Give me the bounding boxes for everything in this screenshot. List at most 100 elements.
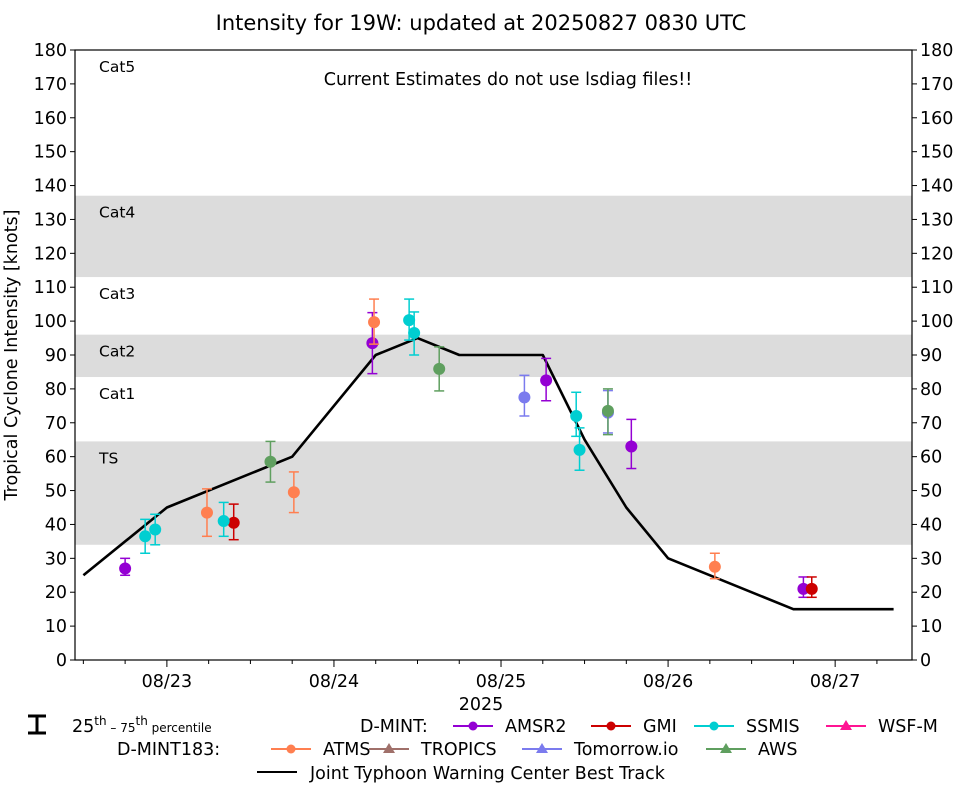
- y-tick-label-right: 10: [920, 617, 942, 637]
- point-amsr2: [540, 357, 553, 402]
- y-tick-label: 120: [34, 244, 67, 264]
- point-aws: [601, 388, 614, 436]
- band-label-cat4: Cat4: [99, 204, 135, 222]
- marker: [797, 582, 810, 595]
- y-tick-label: 80: [45, 380, 67, 400]
- legend-entry-ssmis: SSMIS: [694, 717, 800, 737]
- point-ssmis: [217, 501, 230, 538]
- legend-label: ATMS: [323, 740, 371, 760]
- y-tick-label-right: 40: [920, 515, 942, 535]
- point-gmi: [227, 503, 240, 541]
- x-tick-label: 08/24: [309, 672, 359, 692]
- point-amsr2: [119, 557, 132, 577]
- y-axis-right: 0 10 20 30 40 50 60 70 80 90 100 110 120 130 140 150 160…: [912, 41, 953, 671]
- legend-entry-gmi: GMI: [591, 717, 677, 737]
- legend-triangle-icon: [840, 720, 852, 730]
- point-atms: [708, 552, 721, 580]
- marker: [149, 523, 162, 536]
- marker: [570, 410, 583, 422]
- y-tick-label: 90: [45, 346, 67, 366]
- legend-best-track-label: Joint Typhoon Warning Center Best Track: [309, 764, 666, 784]
- legend-triangle-icon: [383, 743, 395, 753]
- band-label-cat1: Cat1: [99, 385, 135, 403]
- marker: [408, 326, 421, 339]
- y-tick-label: 10: [45, 617, 67, 637]
- legend-triangle-icon: [720, 743, 732, 753]
- x-tick-label: 08/23: [142, 672, 192, 692]
- point-amsr2: [625, 418, 638, 470]
- y-tick-label: 70: [45, 414, 67, 434]
- point-ssmis: [408, 311, 421, 356]
- marker: [366, 337, 379, 350]
- y-tick-label-right: 160: [920, 109, 953, 129]
- marker: [540, 374, 553, 387]
- marker: [518, 391, 531, 404]
- legend-label: TROPICS: [420, 740, 497, 760]
- y-tick-label: 20: [45, 583, 67, 603]
- band-label-cat2: Cat2: [99, 343, 135, 361]
- y-tick-label: 30: [45, 549, 67, 569]
- y-tick-label: 40: [45, 515, 67, 535]
- y-tick-label: 150: [34, 143, 67, 163]
- marker: [573, 443, 586, 456]
- x-tick-label: 08/27: [810, 672, 860, 692]
- legend-label: Tomorrow.io: [573, 740, 678, 760]
- y-tick-label: 50: [45, 482, 67, 502]
- y-tick-label: 160: [34, 109, 67, 129]
- y-tick-label-right: 130: [920, 210, 953, 230]
- legend-entry-amsr2: AMSR2: [453, 717, 566, 737]
- chart-title: Intensity for 19W: updated at 20250827 0…: [216, 11, 747, 35]
- legend-label: GMI: [643, 717, 677, 737]
- marker: [368, 316, 381, 329]
- y-tick-label-right: 170: [920, 75, 953, 95]
- legend-entry-tropics: TROPICS: [369, 740, 497, 760]
- legend-group-dmint183: D-MINT183:: [117, 740, 220, 760]
- point-atms: [200, 488, 213, 538]
- legend-label: AWS: [758, 740, 797, 760]
- legend-circle-icon: [709, 721, 719, 731]
- y-tick-label: 60: [45, 448, 67, 468]
- y-tick-label: 0: [56, 651, 67, 671]
- marker: [625, 440, 638, 453]
- x-axis-label: 2025: [459, 695, 504, 715]
- legend-circle-icon: [468, 721, 478, 731]
- band-label-cat5: Cat5: [99, 58, 135, 76]
- y-tick-label-right: 140: [920, 177, 953, 197]
- y-tick-label-right: 90: [920, 346, 942, 366]
- legend-entry-atms: ATMS: [271, 740, 371, 760]
- x-tick-label: 08/25: [476, 672, 526, 692]
- legend-label: WSF-M: [878, 717, 938, 737]
- legend-percentile-label: 25th – 75th percentile: [72, 714, 212, 737]
- legend-circle-icon: [606, 721, 616, 731]
- y-tick-label-right: 120: [920, 244, 953, 264]
- marker: [139, 530, 152, 543]
- legend-entry-tomorrow-io: Tomorrow.io: [522, 740, 678, 760]
- legend-entry-aws: AWS: [706, 740, 797, 760]
- y-tick-label-right: 0: [920, 651, 931, 671]
- point-amsr2: [797, 576, 810, 599]
- marker: [805, 582, 818, 595]
- y-tick-label-right: 180: [920, 41, 953, 61]
- point-atms: [287, 471, 300, 514]
- marker: [287, 486, 300, 499]
- marker: [264, 455, 277, 468]
- band-label-ts: TS: [98, 449, 118, 467]
- legend-entry-wsf-m: WSF-M: [826, 717, 938, 737]
- band-label-cat3: Cat3: [99, 285, 135, 303]
- point-aws: [264, 440, 277, 483]
- point-ssmis: [149, 513, 162, 546]
- band-ts: [75, 441, 912, 545]
- point-gmi: [805, 576, 818, 599]
- x-axis: 08/23 08/24 08/25 08/26 08/27: [82, 660, 878, 692]
- point-aws: [433, 346, 446, 392]
- y-tick-label-right: 30: [920, 549, 942, 569]
- y-tick-label: 170: [34, 75, 67, 95]
- y-tick-label: 180: [34, 41, 67, 61]
- legend-group-dmint: D-MINT:: [360, 717, 428, 737]
- legend-circle-icon: [286, 744, 296, 754]
- y-tick-label: 130: [34, 210, 67, 230]
- marker: [433, 362, 446, 375]
- y-tick-label-right: 80: [920, 380, 942, 400]
- marker: [403, 314, 416, 327]
